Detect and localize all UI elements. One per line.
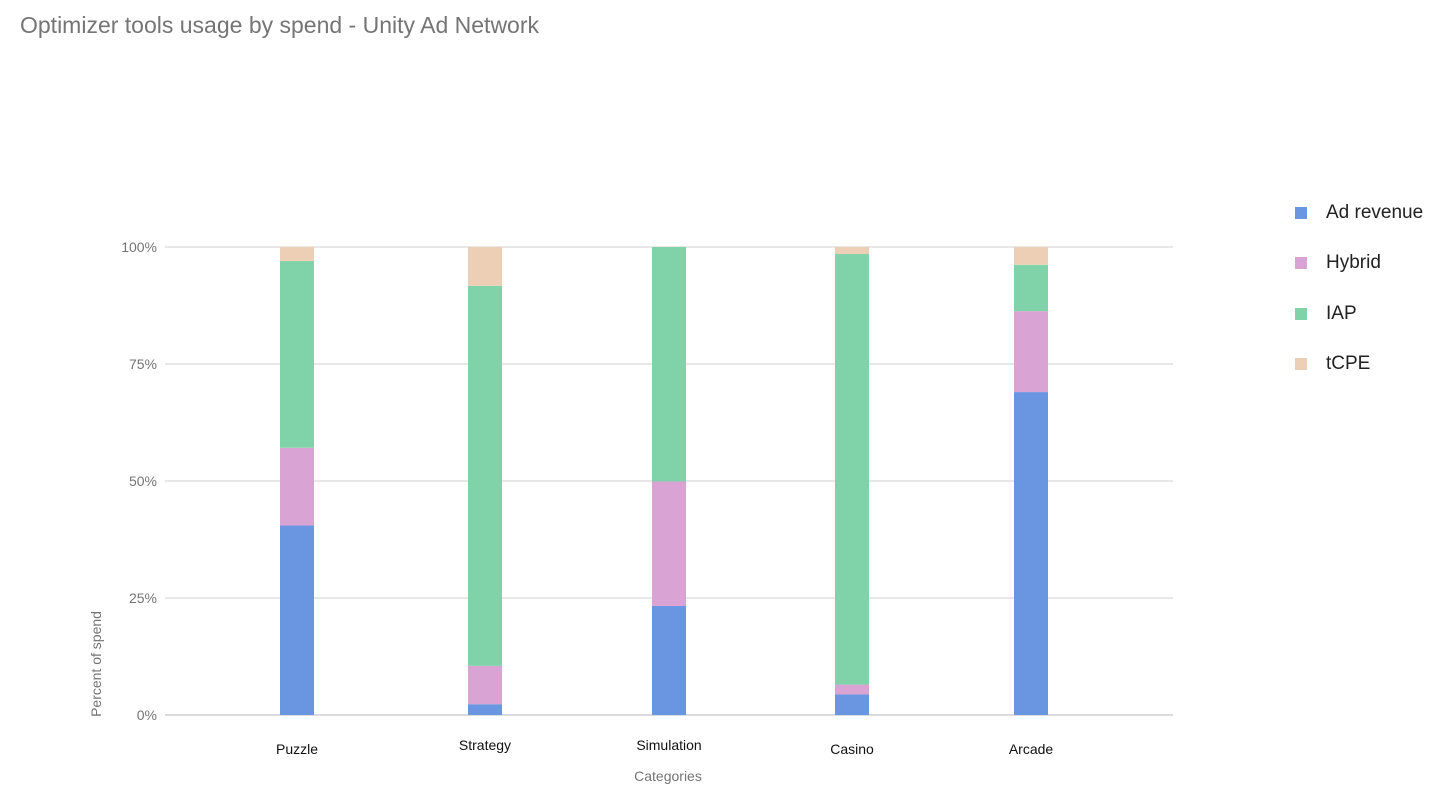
bar-segment-iap-simulation bbox=[652, 247, 686, 482]
y-tick-label: 75% bbox=[129, 356, 157, 372]
y-tick-label: 0% bbox=[137, 707, 157, 723]
bar-segment-hybrid-simulation bbox=[652, 481, 686, 606]
bar-segment-ad-revenue-arcade bbox=[1014, 392, 1048, 715]
y-axis-ticks: 0% 25% 50% 75% 100% bbox=[121, 239, 157, 723]
legend-item-hybrid: Hybrid bbox=[1295, 238, 1423, 288]
legend-item-ad-revenue: Ad revenue bbox=[1295, 188, 1423, 238]
y-tick-label: 50% bbox=[129, 473, 157, 489]
x-category-label: Strategy bbox=[459, 737, 511, 753]
bar-segment-ad-revenue-casino bbox=[835, 694, 869, 715]
legend-swatch bbox=[1295, 358, 1307, 371]
legend-label: Hybrid bbox=[1326, 252, 1381, 274]
y-tick-label: 25% bbox=[129, 590, 157, 606]
legend-swatch bbox=[1295, 207, 1307, 220]
bar-segment-hybrid-puzzle bbox=[280, 447, 314, 526]
legend-swatch bbox=[1295, 257, 1307, 270]
x-category-label: Puzzle bbox=[276, 741, 318, 757]
legend: Ad revenue Hybrid IAP tCPE bbox=[1295, 188, 1423, 389]
bar-segment-hybrid-casino bbox=[835, 684, 869, 695]
bar-segment-iap-puzzle bbox=[280, 261, 314, 448]
bar-segment-ad-revenue-simulation bbox=[652, 605, 686, 715]
bars bbox=[280, 247, 1048, 715]
legend-item-iap: IAP bbox=[1295, 289, 1423, 339]
bar-segment-hybrid-strategy bbox=[468, 665, 502, 705]
x-category-label: Simulation bbox=[636, 737, 701, 753]
bar-segment-iap-arcade bbox=[1014, 264, 1048, 312]
bar-segment-tcpe-casino bbox=[835, 247, 869, 255]
legend-label: tCPE bbox=[1326, 353, 1371, 375]
chart-title: Optimizer tools usage by spend - Unity A… bbox=[20, 12, 540, 38]
bar-segment-tcpe-strategy bbox=[468, 247, 502, 286]
x-category-label: Arcade bbox=[1009, 741, 1054, 757]
x-axis-categories: Puzzle Strategy Simulation Casino Arcade bbox=[276, 737, 1053, 757]
legend-label: Ad revenue bbox=[1326, 202, 1424, 224]
bar-segment-ad-revenue-strategy bbox=[468, 704, 502, 715]
bar-segment-ad-revenue-puzzle bbox=[280, 525, 314, 715]
legend-label: IAP bbox=[1326, 302, 1357, 324]
y-axis-title: Percent of spend bbox=[88, 611, 104, 717]
bar-segment-iap-casino bbox=[835, 254, 869, 685]
legend-swatch bbox=[1295, 307, 1307, 320]
legend-item-tcpe: tCPE bbox=[1295, 339, 1423, 389]
bar-segment-iap-strategy bbox=[468, 285, 502, 666]
x-axis-title: Categories bbox=[634, 768, 702, 784]
bar-segment-tcpe-arcade bbox=[1014, 247, 1048, 265]
y-tick-label: 100% bbox=[121, 239, 157, 255]
x-category-label: Casino bbox=[830, 741, 874, 757]
bar-segment-hybrid-arcade bbox=[1014, 311, 1048, 393]
bar-segment-tcpe-puzzle bbox=[280, 247, 314, 262]
